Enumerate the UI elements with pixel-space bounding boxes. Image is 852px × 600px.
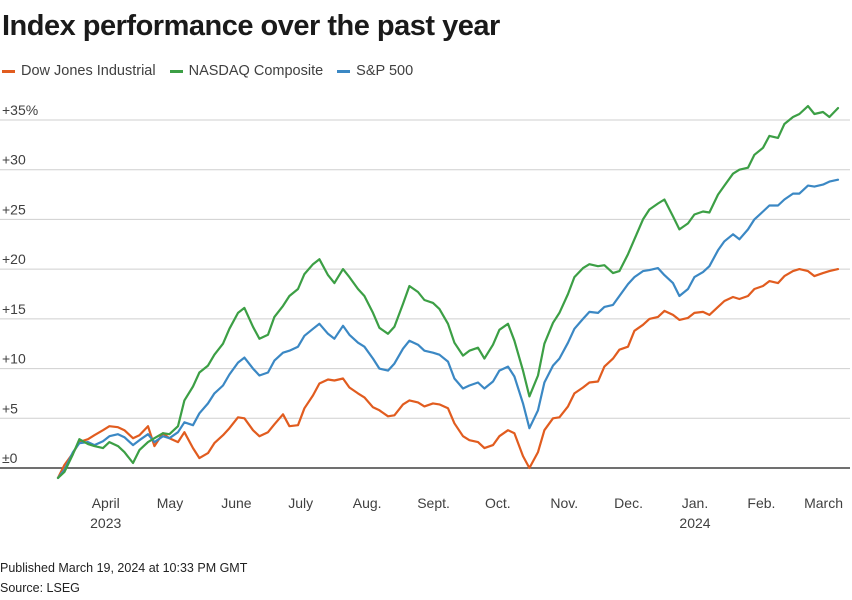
x-tick-label: April bbox=[92, 495, 120, 511]
x-tick-year-label: 2024 bbox=[679, 515, 710, 531]
x-tick-label: March bbox=[804, 495, 843, 511]
legend-label-sp500: S&P 500 bbox=[356, 63, 414, 79]
legend-item-nasdaq: NASDAQ Composite bbox=[169, 63, 324, 79]
x-tick-label: Sept. bbox=[417, 495, 450, 511]
legend-swatch-dow bbox=[2, 69, 15, 73]
source-note: Source: LSEG bbox=[0, 581, 80, 595]
legend-label-dow: Dow Jones Industrial bbox=[21, 63, 156, 79]
legend: Dow Jones Industrial NASDAQ Composite S&… bbox=[2, 63, 413, 79]
series-line-0 bbox=[56, 268, 840, 479]
x-tick-label: June bbox=[221, 495, 252, 511]
x-tick-label: Dec. bbox=[614, 495, 643, 511]
line-chart: +35% +30 +25 +20 +15 +10 +5 ±0 April 2023 May June… bbox=[0, 102, 850, 531]
x-tick-label: May bbox=[157, 495, 183, 511]
y-tick-label: +5 bbox=[2, 400, 18, 416]
published-note: Published March 19, 2024 at 10:33 PM GMT bbox=[0, 561, 248, 575]
legend-item-dow: Dow Jones Industrial bbox=[2, 63, 156, 79]
y-tick-label: +15 bbox=[2, 301, 26, 317]
legend-swatch-sp500 bbox=[337, 69, 351, 73]
y-axis-ticks: +35% +30 +25 +20 +15 +10 +5 ±0 bbox=[2, 102, 38, 466]
x-tick-label: Oct. bbox=[485, 495, 511, 511]
y-tick-label: ±0 bbox=[2, 450, 18, 466]
x-tick-label: Jan. bbox=[682, 495, 708, 511]
series-lines bbox=[56, 105, 840, 479]
footer: Published March 19, 2024 at 10:33 PM GMT… bbox=[0, 558, 247, 598]
x-tick-label: Feb. bbox=[747, 495, 775, 511]
y-tick-label: +35% bbox=[2, 102, 38, 118]
y-tick-label: +20 bbox=[2, 251, 26, 267]
y-tick-label: +10 bbox=[2, 351, 26, 367]
y-tick-label: +25 bbox=[2, 201, 26, 217]
legend-item-sp500: S&P 500 bbox=[337, 63, 413, 79]
series-line-1 bbox=[56, 105, 840, 479]
chart-title: Index performance over the past year bbox=[2, 10, 500, 42]
legend-label-nasdaq: NASDAQ Composite bbox=[188, 63, 324, 79]
x-tick-label: Aug. bbox=[353, 495, 382, 511]
legend-swatch-nasdaq bbox=[169, 69, 183, 73]
x-axis-ticks: April 2023 May June July Aug. Sept. Oct. Nov. Dec… bbox=[90, 495, 843, 531]
x-tick-label: July bbox=[288, 495, 313, 511]
x-tick-label: Nov. bbox=[550, 495, 578, 511]
y-tick-label: +30 bbox=[2, 152, 26, 168]
x-tick-year-label: 2023 bbox=[90, 515, 121, 531]
gridlines bbox=[0, 119, 850, 469]
series-line-2 bbox=[56, 178, 840, 479]
